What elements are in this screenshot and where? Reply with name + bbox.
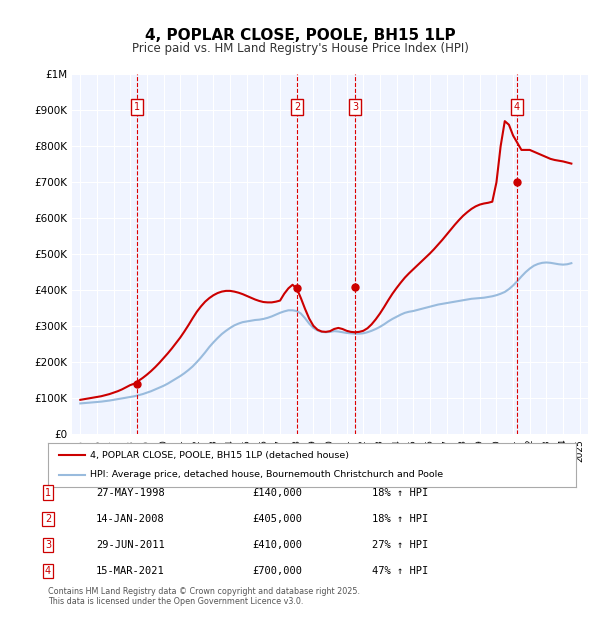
Text: 14-JAN-2008: 14-JAN-2008 bbox=[96, 514, 165, 524]
Text: 3: 3 bbox=[45, 540, 51, 550]
Text: 4, POPLAR CLOSE, POOLE, BH15 1LP (detached house): 4, POPLAR CLOSE, POOLE, BH15 1LP (detach… bbox=[90, 451, 349, 460]
Text: 27% ↑ HPI: 27% ↑ HPI bbox=[372, 540, 428, 550]
Text: 4: 4 bbox=[514, 102, 520, 112]
Text: Contains HM Land Registry data © Crown copyright and database right 2025.
This d: Contains HM Land Registry data © Crown c… bbox=[48, 587, 360, 606]
Text: 1: 1 bbox=[45, 488, 51, 498]
Text: 27-MAY-1998: 27-MAY-1998 bbox=[96, 488, 165, 498]
Text: 3: 3 bbox=[352, 102, 358, 112]
Text: 15-MAR-2021: 15-MAR-2021 bbox=[96, 566, 165, 576]
Text: HPI: Average price, detached house, Bournemouth Christchurch and Poole: HPI: Average price, detached house, Bour… bbox=[90, 470, 443, 479]
Text: Price paid vs. HM Land Registry's House Price Index (HPI): Price paid vs. HM Land Registry's House … bbox=[131, 42, 469, 55]
Text: £700,000: £700,000 bbox=[252, 566, 302, 576]
Text: 4: 4 bbox=[45, 566, 51, 576]
Text: 18% ↑ HPI: 18% ↑ HPI bbox=[372, 488, 428, 498]
Text: 29-JUN-2011: 29-JUN-2011 bbox=[96, 540, 165, 550]
Text: 2: 2 bbox=[45, 514, 51, 524]
Text: 2: 2 bbox=[294, 102, 301, 112]
Text: £140,000: £140,000 bbox=[252, 488, 302, 498]
Text: 1: 1 bbox=[134, 102, 140, 112]
Text: £405,000: £405,000 bbox=[252, 514, 302, 524]
Text: 18% ↑ HPI: 18% ↑ HPI bbox=[372, 514, 428, 524]
Text: £410,000: £410,000 bbox=[252, 540, 302, 550]
Text: 47% ↑ HPI: 47% ↑ HPI bbox=[372, 566, 428, 576]
Text: 4, POPLAR CLOSE, POOLE, BH15 1LP: 4, POPLAR CLOSE, POOLE, BH15 1LP bbox=[145, 28, 455, 43]
